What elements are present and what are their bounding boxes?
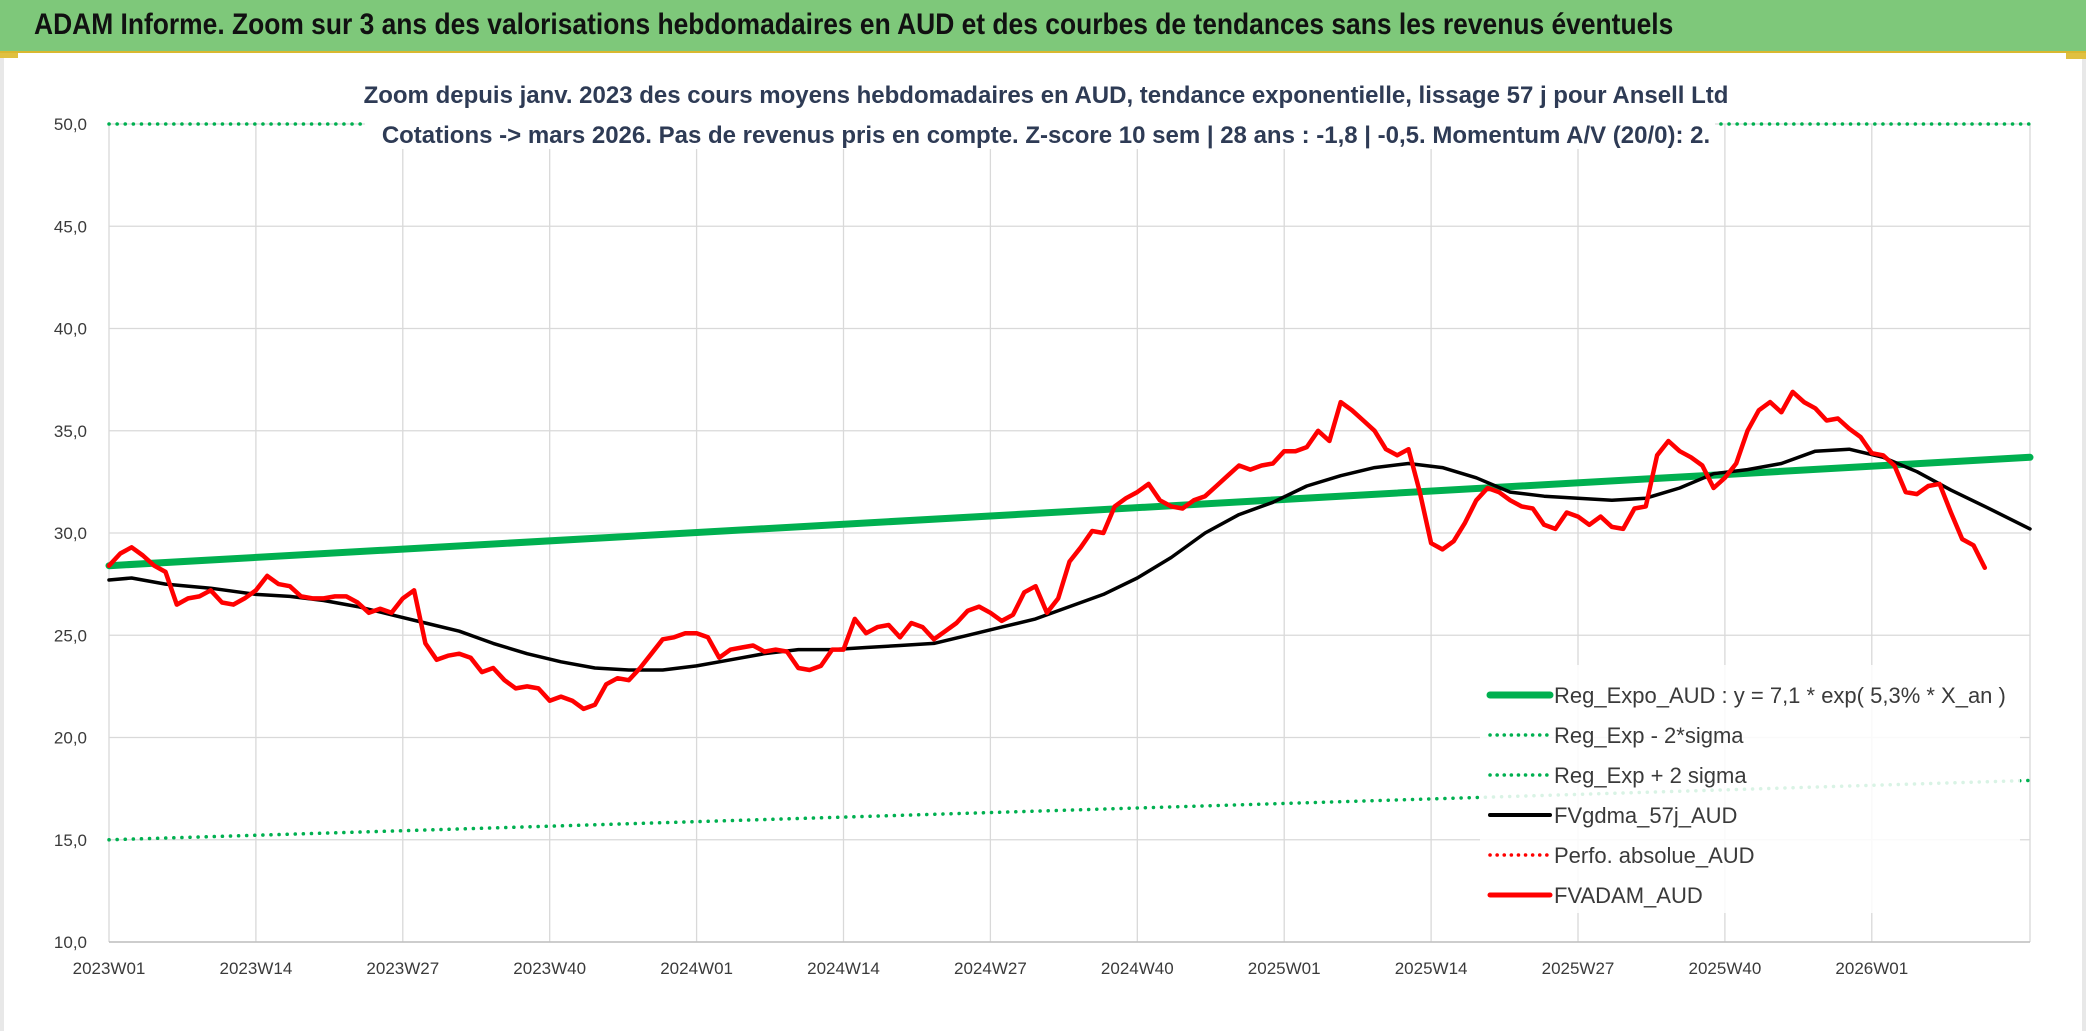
- subtitle-background: [365, 67, 1715, 149]
- x-tick-label: 2024W40: [1101, 959, 1174, 978]
- series-line-3: [107, 447, 2032, 672]
- x-tick-label: 2024W14: [807, 959, 880, 978]
- chart-series-layer: [105, 122, 2034, 842]
- legend-label: Perfo. absolue_AUD: [1554, 843, 1755, 868]
- y-tick-label: 50,0: [54, 115, 87, 134]
- x-axis-ticks: 2023W01 2023W14 2023W27 2023W40 2024W01 2024W…: [73, 959, 1909, 978]
- series-line-0: [105, 453, 2034, 570]
- x-tick-label: 2025W27: [1542, 959, 1615, 978]
- legend-label: Reg_Expo_AUD : y = 7,1 * exp( 5,3% * X_a…: [1554, 683, 2006, 708]
- frame-left: [0, 53, 4, 1031]
- chart-subtitle: Zoom depuis janv. 2023 des cours moyens …: [364, 67, 1729, 149]
- x-tick-label: 2025W01: [1248, 959, 1321, 978]
- frame-accent-right: [2066, 53, 2086, 59]
- y-tick-label: 40,0: [54, 320, 87, 339]
- subtitle-line-2: Cotations -> mars 2026. Pas de revenus p…: [382, 122, 1710, 149]
- title-bar: ADAM Informe. Zoom sur 3 ans des valoris…: [0, 0, 2086, 53]
- legend-label: Reg_Exp + 2 sigma: [1554, 763, 1747, 788]
- chart-svg: Zoom depuis janv. 2023 des cours moyens …: [54, 67, 2034, 978]
- legend-label: FVADAM_AUD: [1554, 883, 1703, 908]
- y-tick-label: 20,0: [54, 729, 87, 748]
- y-tick-label: 45,0: [54, 217, 87, 236]
- legend-label: Reg_Exp - 2*sigma: [1554, 723, 1744, 748]
- x-tick-label: 2025W40: [1689, 959, 1762, 978]
- page-title: ADAM Informe. Zoom sur 3 ans des valoris…: [34, 8, 1674, 41]
- x-tick-label: 2024W01: [660, 959, 733, 978]
- x-tick-label: 2026W01: [1835, 959, 1908, 978]
- y-tick-label: 15,0: [54, 831, 87, 850]
- x-tick-label: 2023W01: [73, 959, 146, 978]
- y-axis-ticks: 10,0 15,0 20,0 25,0 30,0 35,0 40,0 45,0 50,0: [54, 115, 87, 952]
- subtitle-line-1: Zoom depuis janv. 2023 des cours moyens …: [364, 82, 1729, 109]
- legend-label: FVgdma_57j_AUD: [1554, 803, 1737, 828]
- frame-right: [2082, 53, 2086, 1031]
- x-tick-label: 2024W27: [954, 959, 1027, 978]
- x-tick-label: 2023W40: [513, 959, 586, 978]
- y-tick-label: 30,0: [54, 524, 87, 543]
- frame-accent-left: [0, 53, 18, 58]
- chart-legend: Reg_Expo_AUD : y = 7,1 * exp( 5,3% * X_a…: [1480, 665, 2020, 913]
- x-tick-label: 2023W14: [220, 959, 293, 978]
- series-line-5: [106, 389, 1988, 712]
- y-tick-label: 35,0: [54, 422, 87, 441]
- x-tick-label: 2023W27: [366, 959, 439, 978]
- y-tick-label: 10,0: [54, 933, 87, 952]
- x-tick-label: 2025W14: [1395, 959, 1468, 978]
- legend-background: [1480, 665, 2020, 913]
- y-tick-label: 25,0: [54, 626, 87, 645]
